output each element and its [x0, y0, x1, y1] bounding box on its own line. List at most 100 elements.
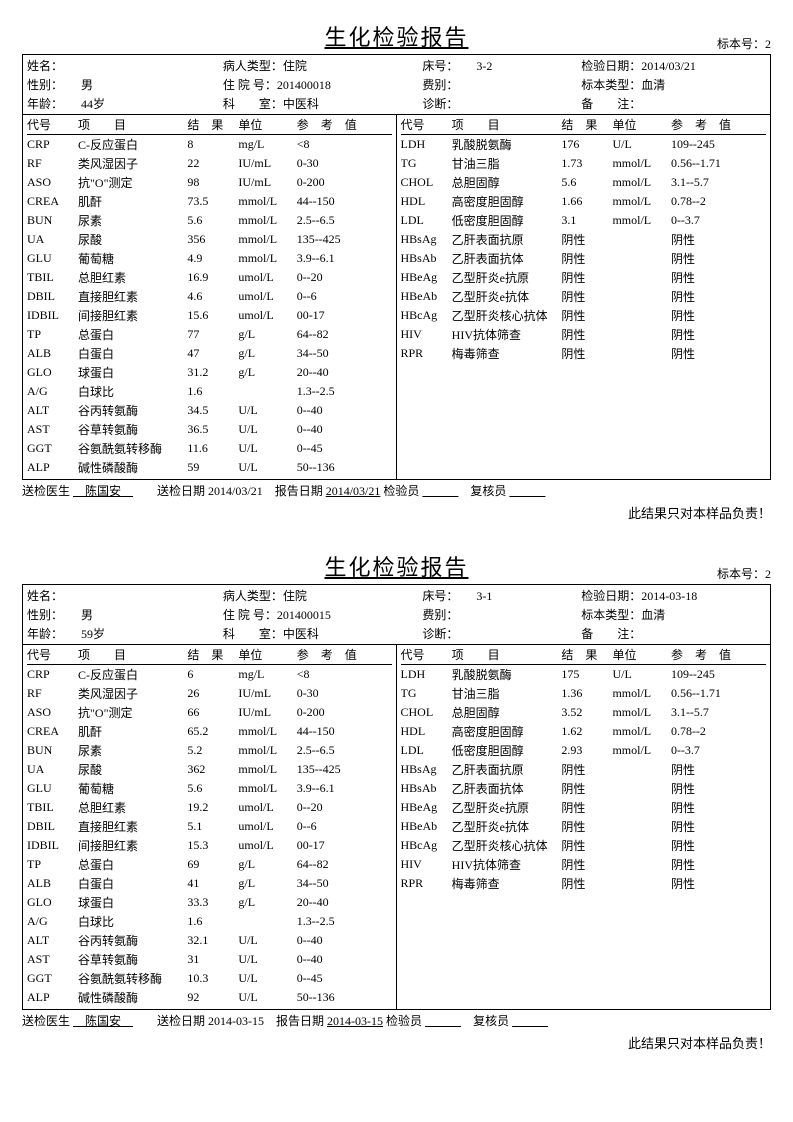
cell-ref: 0.78--2 [671, 722, 766, 741]
table-row: CREA肌酐73.5mmol/L44--150 [27, 192, 392, 211]
cell-unit [612, 874, 670, 893]
cell-result: 32.1 [187, 931, 238, 950]
cell-ref: 20--40 [297, 363, 392, 382]
cell-ref: 0.78--2 [671, 192, 766, 211]
cell-ref: 3.9--6.1 [297, 779, 392, 798]
cell-code: CHOL [401, 173, 452, 192]
table-row: BUN尿素5.6mmol/L2.5--6.5 [27, 211, 392, 230]
cell-item: 谷丙转氨酶 [78, 401, 187, 420]
table-row: HBeAg乙型肝炎e抗原阴性阴性 [401, 798, 767, 817]
cell-item: 尿酸 [78, 230, 187, 249]
table-row: HBsAb乙肝表面抗体阴性阴性 [401, 779, 767, 798]
cell-code: LDH [401, 135, 452, 155]
cell-ref: 109--245 [671, 665, 766, 685]
cell-result: 3.1 [561, 211, 612, 230]
cell-unit: mmol/L [238, 211, 296, 230]
cell-result: 2.93 [561, 741, 612, 760]
cell-code: ASO [27, 703, 78, 722]
cell-item: 肌酐 [78, 192, 187, 211]
cell-item: 尿酸 [78, 760, 187, 779]
item-header: 项 目 [452, 115, 562, 135]
cell-code: UA [27, 230, 78, 249]
cell-unit: mmol/L [238, 249, 296, 268]
cell-ref: 64--82 [297, 325, 392, 344]
table-row: ALB白蛋白47g/L34--50 [27, 344, 392, 363]
submit-doctor: 陈国安 [73, 484, 133, 498]
cell-unit: U/L [238, 439, 296, 458]
cell-unit [612, 306, 670, 325]
cell-code: CREA [27, 192, 78, 211]
right-col: 代号项 目结 果单位参 考 值LDH乳酸脱氨酶175U/L109--245TG甘… [397, 645, 771, 1009]
cell-unit [238, 382, 296, 401]
code-header: 代号 [401, 645, 452, 665]
cell-result: 阴性 [561, 249, 612, 268]
cell-code: GLU [27, 249, 78, 268]
cell-result: 15.6 [187, 306, 238, 325]
cell-code: GLU [27, 779, 78, 798]
cell-unit: IU/mL [238, 173, 296, 192]
cell-code: TG [401, 154, 452, 173]
cell-result: 77 [187, 325, 238, 344]
patient-type: 病人类型：住院 [223, 586, 423, 605]
table-row: TP总蛋白69g/L64--82 [27, 855, 392, 874]
cell-result: 175 [561, 665, 612, 685]
cell-unit: umol/L [238, 817, 296, 836]
table-row: AST谷草转氨酶36.5U/L0--40 [27, 420, 392, 439]
cell-result: 5.6 [187, 211, 238, 230]
cell-result: 73.5 [187, 192, 238, 211]
table-row: IDBIL间接胆红素15.6umol/L00-17 [27, 306, 392, 325]
cell-result: 36.5 [187, 420, 238, 439]
cell-ref: 3.9--6.1 [297, 249, 392, 268]
fee: 费别： [422, 75, 581, 94]
cell-item: 白球比 [78, 382, 187, 401]
cell-item: 直接胆红素 [78, 287, 187, 306]
cell-ref: 44--150 [297, 192, 392, 211]
cell-result: 阴性 [561, 855, 612, 874]
cell-code: LDL [401, 741, 452, 760]
ref-header: 参 考 值 [297, 645, 392, 665]
sex: 性别： 男 [27, 605, 223, 624]
name-label: 姓名： [27, 56, 223, 75]
table-row: HBcAg乙型肝炎核心抗体阴性阴性 [401, 306, 767, 325]
report-box: 姓名：病人类型：住院床号： 3-2检验日期：2014/03/21性别： 男住 院… [22, 54, 771, 480]
cell-unit: umol/L [238, 268, 296, 287]
cell-code: TG [401, 684, 452, 703]
cell-result: 19.2 [187, 798, 238, 817]
specimen-type: 标本类型：血清 [581, 75, 766, 94]
unit-header: 单位 [238, 645, 296, 665]
cell-result: 5.6 [561, 173, 612, 192]
cell-unit: mmol/L [612, 211, 670, 230]
cell-result: 22 [187, 154, 238, 173]
cell-ref: 阴性 [671, 249, 766, 268]
cell-code: HBeAg [401, 798, 452, 817]
table-row: ALP碱性磷酸酶59U/L50--136 [27, 458, 392, 477]
left-col: 代号项 目结 果单位参 考 值CRPC-反应蛋白6mg/L<8RF类风湿因子26… [23, 645, 397, 1009]
cell-item: 乙型肝炎e抗体 [452, 287, 562, 306]
unit-header: 单位 [238, 115, 296, 135]
cell-code: AST [27, 950, 78, 969]
table-row: RF类风湿因子22IU/mL0-30 [27, 154, 392, 173]
table-row: GGT谷氨酰氨转移酶11.6U/L0--45 [27, 439, 392, 458]
cell-result: 8 [187, 135, 238, 155]
cell-item: 总蛋白 [78, 325, 187, 344]
cell-ref: 00-17 [297, 836, 392, 855]
cell-code: AST [27, 420, 78, 439]
table-row: RPR梅毒筛查阴性阴性 [401, 344, 767, 363]
cell-code: BUN [27, 741, 78, 760]
cell-unit: mg/L [238, 665, 296, 685]
cell-unit: U/L [238, 420, 296, 439]
cell-result: 阴性 [561, 836, 612, 855]
cell-item: 乙型肝炎核心抗体 [452, 836, 562, 855]
cell-code: RPR [401, 874, 452, 893]
data-columns: 代号项 目结 果单位参 考 值CRPC-反应蛋白6mg/L<8RF类风湿因子26… [23, 645, 770, 1009]
cell-code: ASO [27, 173, 78, 192]
report-0: 生化检验报告标本号：2姓名：病人类型：住院床号： 3-2检验日期：2014/03… [22, 20, 771, 522]
name-label: 姓名： [27, 586, 223, 605]
table-row: A/G白球比1.61.3--2.5 [27, 382, 392, 401]
cell-result: 阴性 [561, 798, 612, 817]
ref-header: 参 考 值 [671, 645, 766, 665]
cell-result: 66 [187, 703, 238, 722]
cell-ref: <8 [297, 665, 392, 685]
result-header: 结 果 [561, 115, 612, 135]
cell-result: 阴性 [561, 230, 612, 249]
